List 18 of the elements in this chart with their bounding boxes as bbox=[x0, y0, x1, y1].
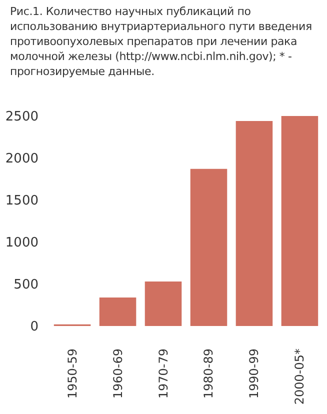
y-tick-label: 2500 bbox=[5, 110, 38, 124]
y-tick-label: 2000 bbox=[5, 152, 38, 166]
x-tick-label: 1990-99 bbox=[247, 348, 262, 399]
y-tick-label: 500 bbox=[14, 278, 38, 292]
y-tick-label: 0 bbox=[30, 320, 38, 334]
bar bbox=[144, 281, 182, 326]
bar bbox=[99, 297, 136, 326]
bar bbox=[281, 116, 318, 326]
x-tick-label: 1960-69 bbox=[110, 348, 125, 399]
x-tick-label: 1950-59 bbox=[65, 348, 80, 399]
chart-title: Рис.1. Количество научных публикаций по использованию внутриартериального пути введения противоопухолевых препаратов при лечении рака молочной железы (http://www.ncbi.nlm.nih.gov); * - прогнозируемые данные. bbox=[10, 4, 313, 79]
x-tick-label: 2000-05* bbox=[292, 348, 307, 405]
x-tick-label: 1970-79 bbox=[156, 348, 170, 399]
y-tick-label: 1500 bbox=[5, 194, 38, 208]
x-tick-label: 1980-89 bbox=[202, 348, 216, 399]
y-tick-label: 1000 bbox=[5, 236, 38, 250]
bar bbox=[236, 121, 273, 326]
bar bbox=[190, 168, 228, 326]
